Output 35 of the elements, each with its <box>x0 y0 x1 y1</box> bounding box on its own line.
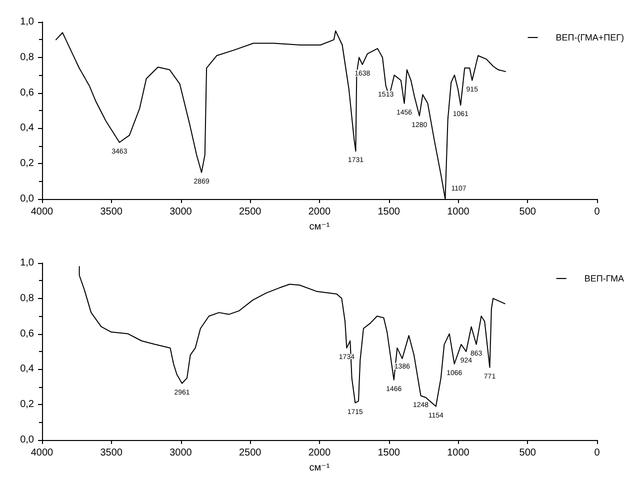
legend-label: ВЕП-ГМА <box>584 274 624 284</box>
x-axis-title: см⁻¹ <box>309 221 330 232</box>
x-tick-label: 2000 <box>308 448 332 458</box>
x-tick-label: 0 <box>594 206 600 218</box>
x-tick-label: 0 <box>594 448 600 458</box>
line-series <box>78 266 506 407</box>
x-tick-label: 500 <box>519 206 536 218</box>
x-tick-label: 1000 <box>447 448 470 458</box>
y-tick-label: 1,0 <box>20 258 34 268</box>
y-tick-label: 0,4 <box>20 364 34 375</box>
y-tick-label: 0,8 <box>20 52 34 63</box>
y-tick-label: 0,0 <box>20 434 34 446</box>
y-tick-label: 0,6 <box>20 328 34 340</box>
x-tick-label: 4000 <box>30 448 54 458</box>
x-axis-title: см⁻¹ <box>309 462 330 474</box>
x-tick-label: 3500 <box>100 448 123 458</box>
legend-label: ВЕП-(ГМА+ПЕГ) <box>556 32 624 42</box>
x-tick-label: 1000 <box>447 206 470 218</box>
x-tick-label: 2500 <box>239 448 262 458</box>
x-tick-label: 3000 <box>170 206 192 218</box>
x-tick-label: 3000 <box>170 448 192 458</box>
y-tick-label: 0,2 <box>20 158 34 170</box>
y-tick-label: 0,8 <box>20 292 34 304</box>
x-tick-label: 1500 <box>378 448 400 458</box>
y-tick-label: 0,4 <box>20 122 34 134</box>
y-tick-label: 0,6 <box>20 87 34 98</box>
x-tick-label: 1500 <box>378 206 400 218</box>
x-tick-label: 500 <box>519 448 536 458</box>
x-tick-label: 2500 <box>239 206 262 218</box>
y-tick-label: 0,2 <box>20 399 34 410</box>
x-tick-label: 3500 <box>100 206 123 218</box>
y-tick-label: 1,0 <box>20 16 34 28</box>
x-tick-label: 2000 <box>308 206 332 218</box>
x-tick-label: 4000 <box>30 206 54 218</box>
y-tick-label: 0,0 <box>20 194 34 204</box>
